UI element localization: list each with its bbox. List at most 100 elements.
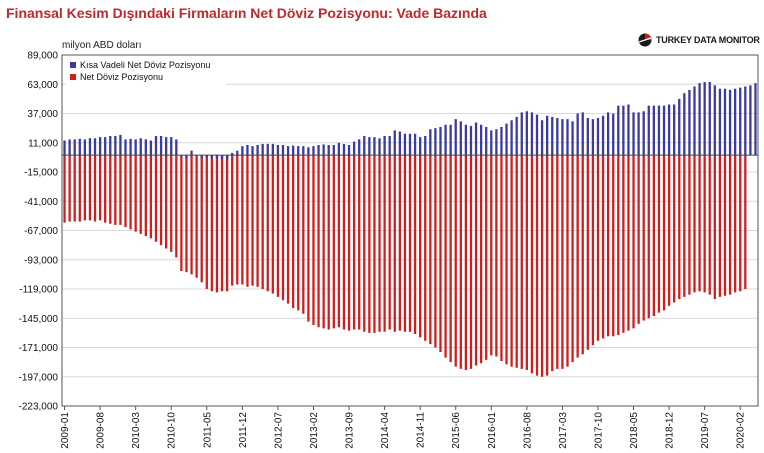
x-tick-label: 2009-01	[60, 412, 71, 449]
short-term-bar	[286, 146, 290, 156]
net-position-bar	[378, 155, 381, 332]
x-tick-label: 2011-12	[238, 412, 249, 448]
net-position-bar	[383, 155, 386, 332]
net-position-bar	[281, 155, 285, 301]
net-position-bar	[322, 155, 325, 329]
y-tick-label: -197,000	[19, 372, 59, 383]
x-tick-label: 2017-10	[593, 412, 604, 449]
short-term-bar	[378, 138, 381, 156]
short-term-bar	[342, 143, 346, 156]
net-position-bar	[73, 155, 76, 222]
net-position-bar	[195, 155, 198, 278]
x-tick-label: 2015-06	[451, 412, 462, 449]
net-position-bar	[297, 155, 300, 311]
x-tick-label: 2013-02	[309, 412, 320, 449]
net-position-bar	[251, 155, 254, 286]
y-tick-label: -223,000	[19, 402, 59, 413]
net-position-bar	[739, 155, 742, 292]
short-term-bar	[566, 119, 569, 156]
net-position-bar	[317, 155, 320, 328]
net-position-bar	[271, 155, 274, 294]
net-position-bar	[342, 155, 346, 330]
short-term-bar	[363, 136, 366, 156]
net-position-bar	[149, 155, 153, 239]
x-tick-label: 2018-12	[665, 412, 676, 449]
net-position-bar	[647, 155, 650, 319]
net-position-bar	[205, 155, 208, 290]
short-term-bar	[292, 145, 295, 156]
short-term-bar	[586, 118, 589, 156]
net-position-bar	[459, 155, 462, 369]
short-term-bar	[540, 120, 544, 156]
net-position-bar	[312, 155, 315, 326]
short-term-bar	[403, 133, 407, 156]
short-term-bar	[383, 136, 386, 156]
net-position-bar	[678, 155, 681, 300]
net-position-bar	[368, 155, 371, 333]
net-position-bar	[78, 155, 81, 222]
short-term-bar	[347, 145, 351, 156]
net-position-bar	[632, 155, 635, 329]
x-tick-label: 2014-04	[380, 412, 391, 449]
net-position-bar	[576, 155, 579, 358]
short-term-bar	[297, 146, 300, 156]
net-position-bar	[159, 155, 163, 246]
short-term-bar	[556, 118, 559, 156]
short-term-bar	[98, 137, 102, 156]
short-term-bar	[413, 133, 417, 156]
net-position-bar	[225, 155, 229, 292]
short-term-bar	[683, 93, 686, 156]
short-term-bar	[271, 143, 274, 156]
short-term-bar	[693, 86, 696, 156]
short-term-bar	[647, 105, 650, 156]
short-term-bar	[632, 112, 635, 156]
short-term-bar	[241, 146, 244, 156]
short-term-bar	[464, 124, 468, 156]
short-term-bar	[449, 124, 452, 156]
net-position-bar	[495, 155, 498, 357]
net-position-bar	[236, 155, 239, 285]
net-position-bar	[408, 155, 412, 332]
short-term-bar	[368, 137, 371, 156]
net-position-bar	[358, 155, 361, 330]
short-term-bar	[398, 131, 401, 156]
short-term-bar	[723, 88, 727, 156]
y-tick-label: 89,000	[27, 51, 58, 62]
short-term-bar	[546, 115, 549, 156]
short-term-bar	[220, 155, 224, 160]
short-term-bar	[185, 155, 188, 159]
y-tick-label: -119,000	[19, 285, 58, 296]
short-term-bar	[236, 150, 239, 156]
short-term-bar	[530, 112, 534, 156]
net-position-bar	[546, 155, 549, 376]
short-term-bar	[322, 144, 325, 156]
short-term-bar	[327, 145, 330, 156]
short-term-bar	[606, 112, 610, 156]
x-tick-label: 2017-03	[558, 412, 569, 449]
short-term-bar	[63, 140, 66, 156]
short-term-bar	[596, 118, 600, 156]
short-term-bar	[114, 136, 117, 156]
short-term-bar	[373, 137, 376, 156]
short-term-bar	[754, 83, 757, 156]
net-position-bar	[485, 155, 488, 360]
short-term-bar	[93, 138, 97, 156]
net-position-bar	[363, 155, 366, 332]
short-term-bar	[495, 129, 498, 156]
y-tick-label: -93,000	[24, 255, 58, 266]
short-term-bar	[225, 155, 229, 160]
short-term-bar	[652, 105, 655, 156]
net-position-bar	[530, 155, 534, 374]
short-term-bar	[317, 145, 320, 156]
short-term-bar	[642, 111, 645, 156]
short-term-bar	[479, 124, 483, 156]
short-term-bar	[388, 136, 391, 156]
net-position-bar	[134, 155, 137, 232]
x-tick-label: 2009-08	[96, 412, 107, 449]
short-term-bar	[510, 120, 513, 156]
net-position-bar	[591, 155, 595, 346]
net-position-bar	[683, 155, 686, 297]
short-term-bar	[134, 139, 137, 156]
x-tick-label: 2010-10	[167, 412, 178, 449]
